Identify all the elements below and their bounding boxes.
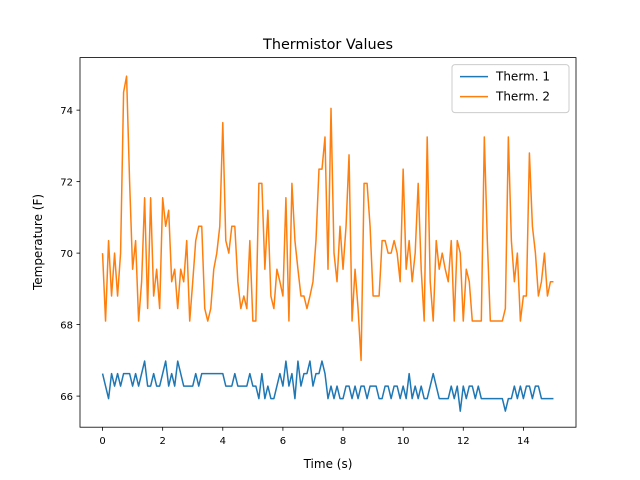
x-tick-label: 10 — [397, 436, 410, 447]
x-tick-label: 14 — [517, 436, 530, 447]
y-tick-label: 72 — [60, 178, 73, 189]
legend-label: Therm. 1 — [495, 70, 550, 84]
y-axis-label: Temperature (F) — [31, 194, 45, 291]
legend-label: Therm. 2 — [495, 90, 550, 104]
chart-title: Thermistor Values — [262, 37, 393, 53]
y-tick-label: 68 — [60, 321, 73, 332]
plot-frame — [79, 57, 577, 428]
y-tick-label: 74 — [60, 106, 73, 117]
x-tick-label: 6 — [280, 436, 286, 447]
x-tick-label: 0 — [99, 436, 105, 447]
y-tick-label: 70 — [60, 249, 73, 260]
series-line — [101, 360, 554, 412]
x-tick-label: 2 — [159, 436, 165, 447]
series-line — [101, 75, 554, 362]
x-tick-label: 12 — [457, 436, 470, 447]
x-axis-label: Time (s) — [303, 457, 353, 471]
y-tick-label: 66 — [60, 392, 73, 403]
x-tick-label: 8 — [340, 436, 346, 447]
x-tick-label: 4 — [220, 436, 226, 447]
